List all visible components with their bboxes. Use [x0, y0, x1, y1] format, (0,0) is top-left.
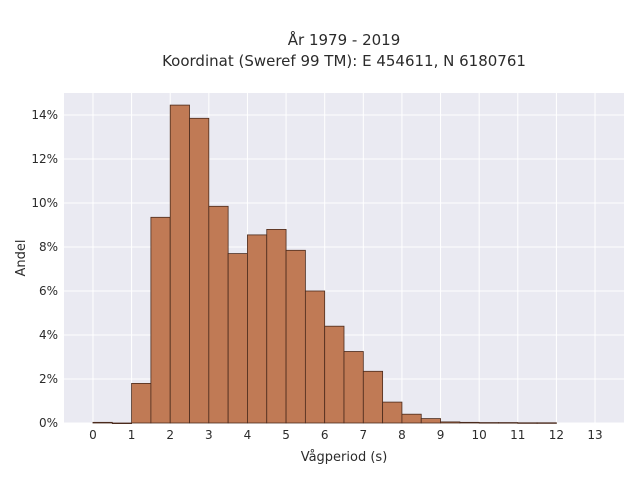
y-tick-label: 6% — [39, 284, 58, 298]
histogram-bar — [169, 104, 190, 424]
histogram-bar — [111, 422, 132, 425]
histogram-bar — [266, 228, 287, 424]
x-tick-label: 2 — [166, 428, 174, 442]
histogram-bar — [92, 421, 113, 424]
histogram-bar — [401, 413, 422, 424]
histogram-bar — [420, 418, 441, 424]
histogram-bar — [536, 422, 557, 424]
histogram-bar — [227, 253, 248, 424]
histogram-bar — [517, 422, 538, 424]
chart-title-line-2: Koordinat (Sweref 99 TM): E 454611, N 61… — [162, 52, 526, 70]
histogram-bar — [498, 422, 519, 424]
y-tick-label: 10% — [31, 196, 58, 210]
x-axis-ticks: 0 1 2 3 4 5 6 7 8 9 10 11 12 13 — [89, 428, 603, 442]
y-tick-label: 8% — [39, 240, 58, 254]
y-tick-label: 2% — [39, 372, 58, 386]
chart-title-line-1: År 1979 - 2019 — [288, 30, 401, 49]
x-tick-label: 3 — [205, 428, 213, 442]
x-axis-label: Vågperiod (s) — [301, 450, 388, 465]
x-tick-label: 7 — [359, 428, 367, 442]
histogram-bar — [343, 351, 364, 424]
x-tick-label: 5 — [282, 428, 290, 442]
x-tick-label: 9 — [437, 428, 445, 442]
x-tick-label: 13 — [587, 428, 602, 442]
x-tick-label: 0 — [89, 428, 97, 442]
x-tick-label: 1 — [128, 428, 136, 442]
x-tick-label: 12 — [549, 428, 564, 442]
y-tick-label: 0% — [39, 416, 58, 430]
histogram-bar — [382, 401, 403, 424]
y-tick-label: 4% — [39, 328, 58, 342]
x-tick-label: 4 — [244, 428, 252, 442]
x-tick-label: 6 — [321, 428, 329, 442]
histogram-bar — [478, 422, 499, 424]
y-axis-ticks: 0% 2% 4% 6% 8% 10% 12% 14% — [31, 108, 58, 430]
x-tick-label: 8 — [398, 428, 406, 442]
x-tick-label: 11 — [510, 428, 525, 442]
histogram-bar — [459, 421, 480, 424]
histogram-bar — [285, 249, 306, 424]
histogram-bar — [362, 370, 384, 424]
histogram-bar — [247, 234, 268, 424]
histogram-bar — [324, 325, 345, 424]
histogram-bar — [440, 421, 461, 424]
histogram-bar — [304, 290, 326, 424]
histogram-bar — [208, 205, 229, 424]
histogram-bar — [131, 382, 152, 424]
y-tick-label: 14% — [31, 108, 58, 122]
y-axis-label: Andel — [14, 240, 29, 277]
histogram-bar — [150, 216, 171, 424]
x-tick-label: 10 — [472, 428, 487, 442]
histogram-bars — [92, 104, 557, 425]
histogram-bar — [189, 117, 210, 424]
y-tick-label: 12% — [31, 152, 58, 166]
